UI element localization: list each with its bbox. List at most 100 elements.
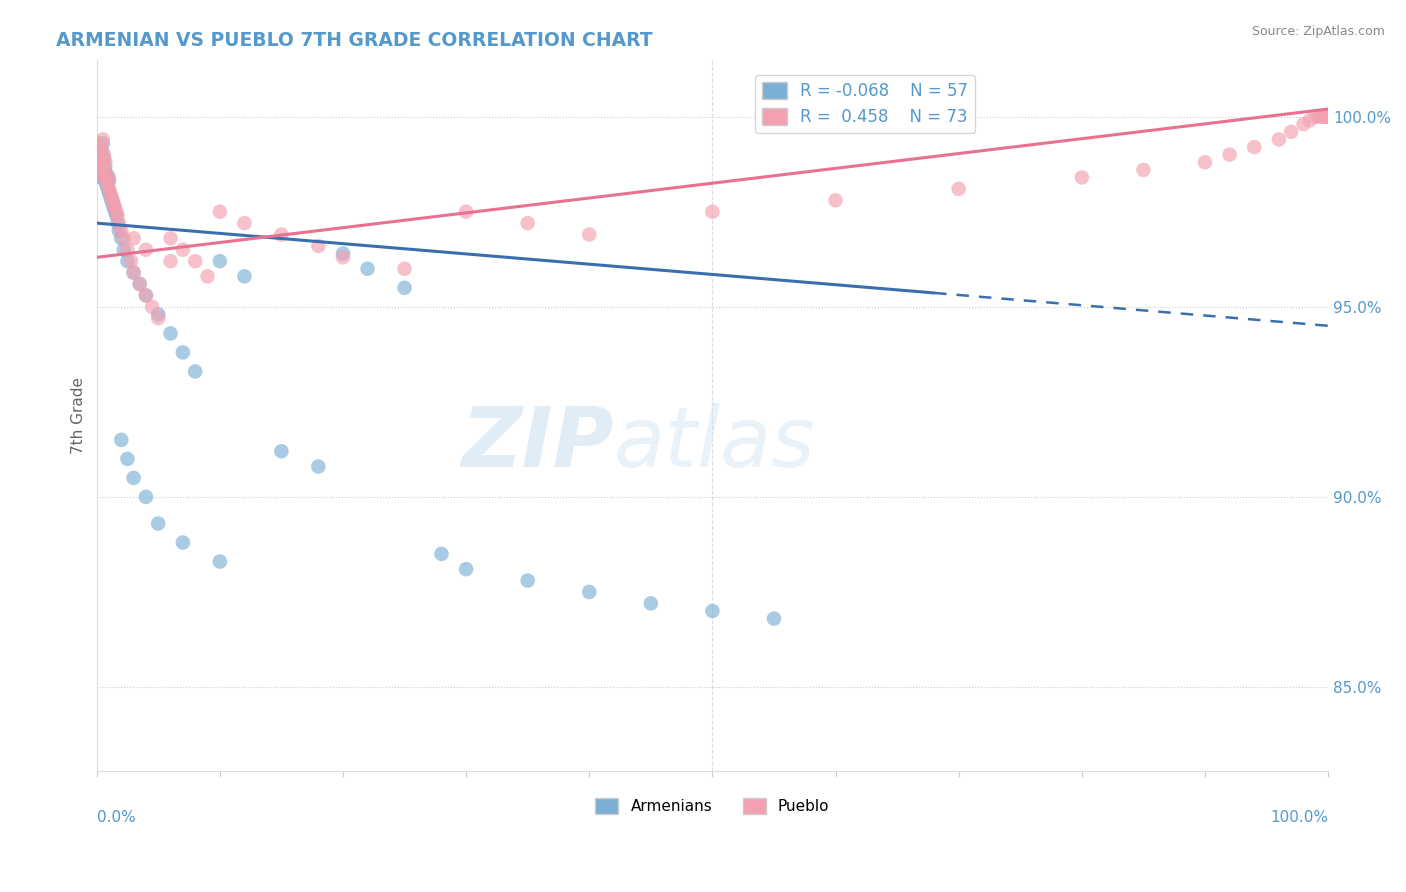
Point bbox=[100, 194, 122, 208]
Point bbox=[702, 604, 724, 618]
Point bbox=[89, 159, 111, 173]
Point bbox=[172, 535, 194, 549]
Point bbox=[1298, 113, 1320, 128]
Point bbox=[128, 277, 150, 291]
Point bbox=[103, 197, 125, 211]
Point bbox=[89, 162, 111, 177]
Point bbox=[87, 140, 110, 154]
Point bbox=[98, 170, 121, 185]
Point bbox=[120, 254, 142, 268]
Point bbox=[91, 136, 114, 151]
Point bbox=[456, 562, 478, 576]
Point bbox=[1219, 147, 1241, 161]
Text: Source: ZipAtlas.com: Source: ZipAtlas.com bbox=[1251, 25, 1385, 38]
Text: ARMENIAN VS PUEBLO 7TH GRADE CORRELATION CHART: ARMENIAN VS PUEBLO 7TH GRADE CORRELATION… bbox=[56, 31, 652, 50]
Point bbox=[135, 490, 157, 504]
Point bbox=[1317, 110, 1340, 124]
Point bbox=[98, 186, 121, 200]
Point bbox=[270, 444, 292, 458]
Point bbox=[117, 254, 139, 268]
Point bbox=[94, 159, 117, 173]
Point bbox=[578, 585, 600, 599]
Point bbox=[1317, 110, 1340, 124]
Point bbox=[1070, 170, 1092, 185]
Text: ZIP: ZIP bbox=[461, 403, 614, 484]
Point bbox=[456, 204, 478, 219]
Point bbox=[135, 243, 157, 257]
Point bbox=[516, 216, 538, 230]
Point bbox=[1317, 110, 1340, 124]
Point bbox=[762, 611, 785, 625]
Point bbox=[90, 144, 112, 158]
Legend: R = -0.068    N = 57, R =  0.458    N = 73: R = -0.068 N = 57, R = 0.458 N = 73 bbox=[755, 75, 974, 133]
Point bbox=[91, 132, 114, 146]
Point bbox=[356, 261, 378, 276]
Point bbox=[107, 209, 129, 223]
Point bbox=[89, 152, 111, 166]
Point bbox=[97, 182, 120, 196]
Point bbox=[148, 307, 170, 321]
Point bbox=[122, 471, 145, 485]
Y-axis label: 7th Grade: 7th Grade bbox=[72, 376, 86, 454]
Point bbox=[97, 170, 120, 185]
Point bbox=[112, 231, 135, 245]
Point bbox=[702, 204, 724, 219]
Point bbox=[94, 155, 117, 169]
Point bbox=[108, 216, 131, 230]
Point bbox=[98, 174, 121, 188]
Point bbox=[332, 246, 354, 260]
Point bbox=[159, 254, 181, 268]
Point bbox=[1317, 110, 1340, 124]
Point bbox=[208, 204, 231, 219]
Text: atlas: atlas bbox=[614, 403, 815, 484]
Text: 0.0%: 0.0% bbox=[97, 810, 135, 825]
Point bbox=[87, 144, 110, 158]
Point bbox=[98, 189, 121, 203]
Point bbox=[233, 216, 256, 230]
Point bbox=[1316, 110, 1339, 124]
Point bbox=[208, 555, 231, 569]
Point bbox=[233, 269, 256, 284]
Point bbox=[90, 170, 112, 185]
Point bbox=[307, 239, 329, 253]
Point bbox=[159, 326, 181, 341]
Point bbox=[128, 277, 150, 291]
Point bbox=[122, 266, 145, 280]
Point bbox=[1310, 110, 1333, 124]
Point bbox=[103, 201, 125, 215]
Point bbox=[105, 204, 128, 219]
Point bbox=[1313, 110, 1336, 124]
Point bbox=[105, 209, 128, 223]
Point bbox=[93, 167, 115, 181]
Point bbox=[104, 204, 127, 219]
Point bbox=[1132, 162, 1154, 177]
Point bbox=[1243, 140, 1265, 154]
Point bbox=[197, 269, 219, 284]
Point bbox=[110, 224, 132, 238]
Point bbox=[184, 364, 207, 378]
Point bbox=[110, 231, 132, 245]
Point bbox=[208, 254, 231, 268]
Point bbox=[90, 167, 112, 181]
Point bbox=[578, 227, 600, 242]
Point bbox=[93, 162, 115, 177]
Point bbox=[1308, 110, 1330, 124]
Point bbox=[394, 281, 416, 295]
Point bbox=[184, 254, 207, 268]
Point bbox=[108, 224, 131, 238]
Point bbox=[430, 547, 453, 561]
Point bbox=[516, 574, 538, 588]
Point bbox=[1317, 110, 1340, 124]
Point bbox=[135, 288, 157, 302]
Point bbox=[96, 167, 118, 181]
Point bbox=[101, 194, 124, 208]
Point bbox=[159, 231, 181, 245]
Point bbox=[135, 288, 157, 302]
Point bbox=[112, 243, 135, 257]
Point bbox=[172, 345, 194, 359]
Point bbox=[122, 266, 145, 280]
Point bbox=[97, 178, 120, 192]
Point bbox=[117, 451, 139, 466]
Point bbox=[87, 136, 110, 151]
Point bbox=[1268, 132, 1291, 146]
